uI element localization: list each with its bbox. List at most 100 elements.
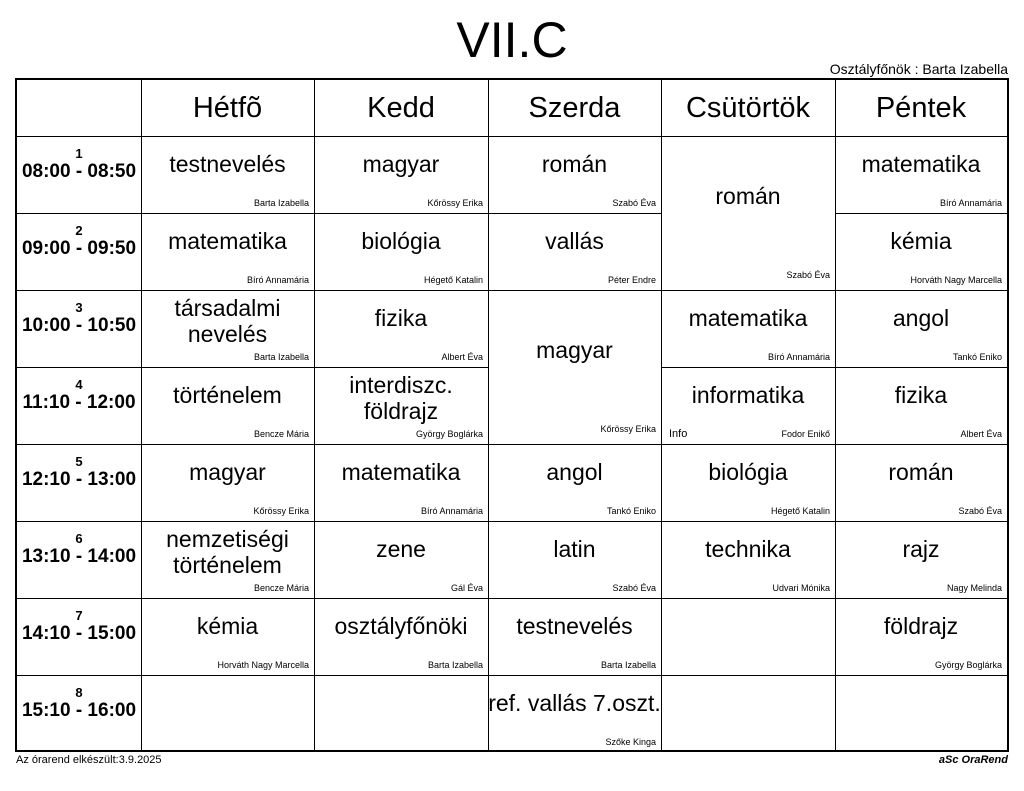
lesson-cell: osztályfőnöki Barta Izabella xyxy=(314,598,488,675)
lesson-subject: osztályfőnöki xyxy=(334,612,468,639)
lesson-teacher: Szabó Éva xyxy=(612,198,656,208)
period-time: 12:10 - 13:00 xyxy=(21,469,137,490)
grid-hline xyxy=(661,290,835,291)
period-time: 15:10 - 16:00 xyxy=(21,700,137,721)
lesson-cell: biológia Hégető Katalin xyxy=(661,444,835,521)
lesson-teacher: Tankó Eniko xyxy=(606,506,656,516)
lesson-teacher: Albert Éva xyxy=(441,352,483,362)
lesson-subject: angol xyxy=(546,458,603,485)
lesson-cell: technika Udvari Mónika xyxy=(661,521,835,598)
lesson-teacher: Kőrössy Erika xyxy=(427,198,483,208)
lesson-teacher: Bencze Mária xyxy=(253,583,309,593)
lesson-teacher: Bíró Annamária xyxy=(420,506,483,516)
lesson-subject: magyar xyxy=(536,337,613,363)
lesson-teacher: Szabó Éva xyxy=(786,270,830,280)
lesson-subject: informatika xyxy=(691,381,805,408)
grid-hline xyxy=(141,675,314,676)
period-time: 13:10 - 14:00 xyxy=(21,546,137,567)
lesson-subject: matematika xyxy=(861,150,981,177)
lesson-cell: magyar Kőrössy Erika xyxy=(141,444,314,521)
lesson-subject: magyar xyxy=(189,458,266,485)
lesson-cell: testnevelés Barta Izabella xyxy=(488,598,661,675)
lesson-teacher: Barta Izabella xyxy=(253,352,309,362)
grid-hline xyxy=(141,598,314,599)
lesson-teacher: Bencze Mária xyxy=(253,429,309,439)
period-number: 4 xyxy=(75,377,83,392)
lesson-teacher: Albert Éva xyxy=(960,429,1002,439)
page-title: VII.C xyxy=(456,12,568,68)
period-label: 5 12:10 - 13:00 xyxy=(17,444,141,521)
day-header: Csütörtök xyxy=(685,92,811,124)
lesson-teacher: Horváth Nagy Marcella xyxy=(217,660,309,670)
lesson-teacher: Szabó Éva xyxy=(612,583,656,593)
grid-hline xyxy=(314,598,488,599)
lesson-subject: fizika xyxy=(894,381,948,408)
lesson-teacher: Fodor Enikő xyxy=(781,429,830,439)
lesson-cell: kémia Horváth Nagy Marcella xyxy=(835,213,1007,290)
lesson-subject: testnevelés xyxy=(516,612,633,639)
head-teacher-label: Osztályfőnök : Barta Izabella xyxy=(829,61,1008,77)
footer-brand: aSc OraRend xyxy=(938,754,1008,766)
lesson-subject: latin xyxy=(553,535,596,562)
lesson-subject: matematika xyxy=(688,304,808,331)
period-label: 2 09:00 - 09:50 xyxy=(17,213,141,290)
period-time: 08:00 - 08:50 xyxy=(21,161,137,182)
period-label: 8 15:10 - 16:00 xyxy=(17,675,141,752)
lesson-teacher: Szabó Éva xyxy=(958,506,1002,516)
grid-hline xyxy=(141,521,314,522)
day-header: Péntek xyxy=(875,92,967,124)
period-label: 3 10:00 - 10:50 xyxy=(17,290,141,367)
lesson-subject: vallás xyxy=(545,227,604,254)
lesson-cell: latin Szabó Éva xyxy=(488,521,661,598)
timetable-grid: Hétfõ Kedd Szerda Csütörtök Péntek 1 08:00 - 0… xyxy=(15,78,1009,752)
lesson-cell: interdiszc. földrajz György Boglárka xyxy=(314,367,488,444)
grid-hline xyxy=(488,444,661,445)
lesson-teacher: Kőrössy Erika xyxy=(600,424,656,434)
lesson-teacher: Hégető Katalin xyxy=(770,506,830,516)
lesson-subject: interdiszc. földrajz xyxy=(349,371,453,424)
lesson-teacher: Nagy Melinda xyxy=(946,583,1002,593)
lesson-teacher: Udvari Mónika xyxy=(772,583,830,593)
day-header: Kedd xyxy=(367,92,435,124)
lesson-subject: történelem xyxy=(173,381,282,408)
lesson-subject: román xyxy=(541,150,608,177)
lesson-subject: nemzetiségi történelem xyxy=(166,525,289,578)
lesson-cell: matematika Bíró Annamária xyxy=(314,444,488,521)
lesson-teacher: Hégető Katalin xyxy=(423,275,483,285)
lesson-cell: román Szabó Éva xyxy=(661,136,835,290)
period-time: 10:00 - 10:50 xyxy=(21,315,137,336)
grid-hline xyxy=(314,521,488,522)
lesson-teacher: Tankó Eniko xyxy=(952,352,1002,362)
lesson-subject: kémia xyxy=(890,227,952,254)
grid-hline xyxy=(314,444,488,445)
grid-hline xyxy=(17,367,141,368)
day-header: Hétfõ xyxy=(192,92,263,124)
period-number: 2 xyxy=(75,223,83,238)
lesson-subject: társadalmi nevelés xyxy=(174,294,281,347)
grid-hline xyxy=(17,290,141,291)
grid-hline xyxy=(661,521,835,522)
grid-hline xyxy=(314,367,488,368)
lesson-teacher: Barta Izabella xyxy=(600,660,656,670)
lesson-cell: vallás Péter Endre xyxy=(488,213,661,290)
grid-vline xyxy=(835,80,836,750)
lesson-teacher: Kőrössy Erika xyxy=(253,506,309,516)
period-time: 09:00 - 09:50 xyxy=(21,238,137,259)
lesson-cell: kémia Horváth Nagy Marcella xyxy=(141,598,314,675)
lesson-cell: biológia Hégető Katalin xyxy=(314,213,488,290)
period-number: 3 xyxy=(75,300,83,315)
lesson-subject: földrajz xyxy=(883,612,959,639)
lesson-cell: testnevelés Barta Izabella xyxy=(141,136,314,213)
grid-hline xyxy=(141,444,314,445)
grid-hline xyxy=(661,444,835,445)
lesson-room: Info xyxy=(669,428,688,440)
grid-vline xyxy=(141,80,142,750)
period-number: 5 xyxy=(75,454,83,469)
lesson-cell: angol Tankó Eniko xyxy=(835,290,1007,367)
lesson-cell: zene Gál Éva xyxy=(314,521,488,598)
lesson-teacher: Barta Izabella xyxy=(427,660,483,670)
grid-hline xyxy=(835,521,1007,522)
grid-hline xyxy=(314,290,488,291)
period-label: 6 13:10 - 14:00 xyxy=(17,521,141,598)
lesson-cell: román Szabó Éva xyxy=(835,444,1007,521)
